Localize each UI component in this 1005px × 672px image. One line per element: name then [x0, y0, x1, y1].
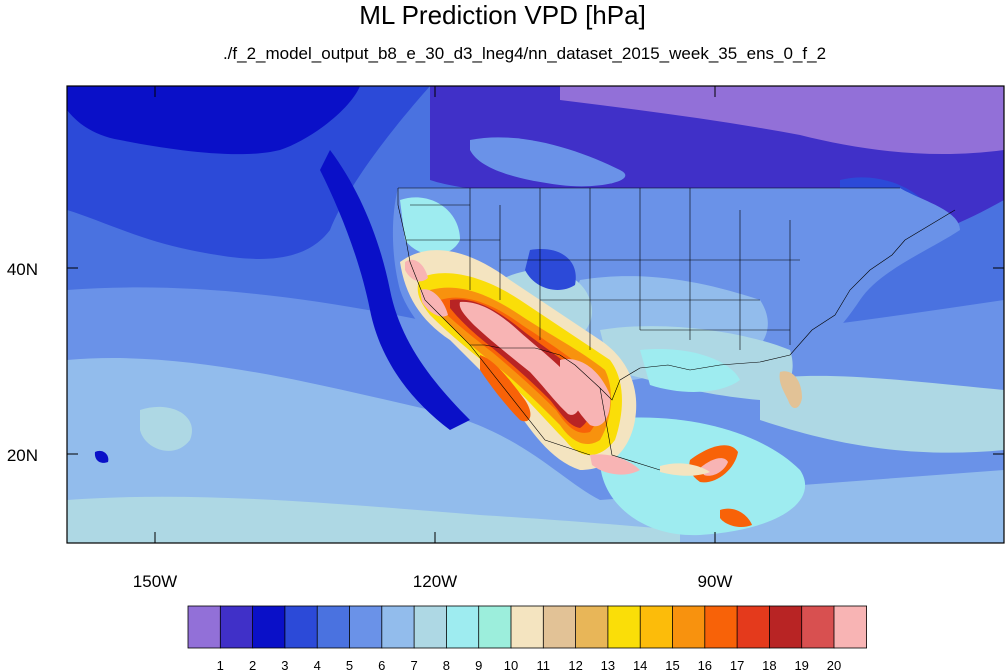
lon-label-150w: 150W	[133, 572, 177, 591]
colorbar-label-20: 20	[827, 658, 841, 672]
colorbar-swatch-18	[769, 605, 803, 649]
colorbar-label-19: 19	[794, 658, 808, 672]
colorbar-label-15: 15	[665, 658, 679, 672]
colorbar-label-14: 14	[633, 658, 647, 672]
colorbar-swatch-3	[284, 605, 318, 649]
colorbar-label-18: 18	[762, 658, 776, 672]
colorbar-swatch-19	[801, 605, 835, 649]
colorbar-swatch-9	[478, 605, 512, 649]
colorbar-label-1: 1	[217, 658, 224, 672]
vpd-field	[67, 86, 1004, 543]
colorbar-swatch-4	[316, 605, 351, 649]
map-title: ML Prediction VPD [hPa]	[359, 0, 646, 30]
colorbar-label-9: 9	[475, 658, 482, 672]
colorbar-swatch-5	[349, 605, 383, 649]
colorbar-label-16: 16	[698, 658, 712, 672]
map-subtitle: ./f_2_model_output_b8_e_30_d3_lneg4/nn_d…	[222, 44, 827, 63]
lat-label-20n: 20N	[7, 446, 38, 465]
colorbar-swatch-13	[607, 605, 641, 649]
colorbar-label-5: 5	[346, 658, 353, 672]
colorbar-label-13: 13	[601, 658, 615, 672]
colorbar-label-7: 7	[410, 658, 417, 672]
colorbar-label-12: 12	[568, 658, 582, 672]
political-boundaries	[397, 187, 956, 471]
colorbar-label-6: 6	[378, 658, 385, 672]
colorbar-swatch-10	[510, 605, 544, 649]
colorbar-swatch-17	[736, 605, 771, 649]
colorbar-label-4: 4	[314, 658, 321, 672]
colorbar-swatch-8	[445, 605, 480, 649]
colorbar-label-2: 2	[249, 658, 256, 672]
colorbar-swatch-0	[187, 605, 221, 649]
colorbar-label-8: 8	[443, 658, 450, 672]
colorbar-swatch-1	[219, 605, 254, 649]
colorbar-swatch-12	[575, 605, 609, 649]
colorbar-label-17: 17	[730, 658, 744, 672]
colorbar-label-10: 10	[504, 658, 518, 672]
colorbar-swatch-2	[252, 605, 286, 649]
colorbar-swatch-20	[833, 605, 867, 649]
map-ticks	[67, 86, 1004, 543]
colorbar: 1 2 3 4 5 6 7 8 9 10 11 12 13 14 15 16 17 18 19 20	[187, 605, 867, 672]
colorbar-label-3: 3	[281, 658, 288, 672]
lat-label-40n: 40N	[7, 260, 38, 279]
lon-label-90w: 90W	[698, 572, 733, 591]
colorbar-swatch-15	[672, 605, 706, 649]
colorbar-swatch-11	[542, 605, 577, 649]
colorbar-swatch-7	[413, 605, 448, 649]
colorbar-swatch-14	[639, 605, 674, 649]
map-frame	[66, 85, 1005, 544]
colorbar-swatch-16	[704, 605, 738, 649]
lon-label-120w: 120W	[413, 572, 457, 591]
colorbar-swatch-6	[381, 605, 415, 649]
colorbar-label-11: 11	[537, 658, 551, 672]
